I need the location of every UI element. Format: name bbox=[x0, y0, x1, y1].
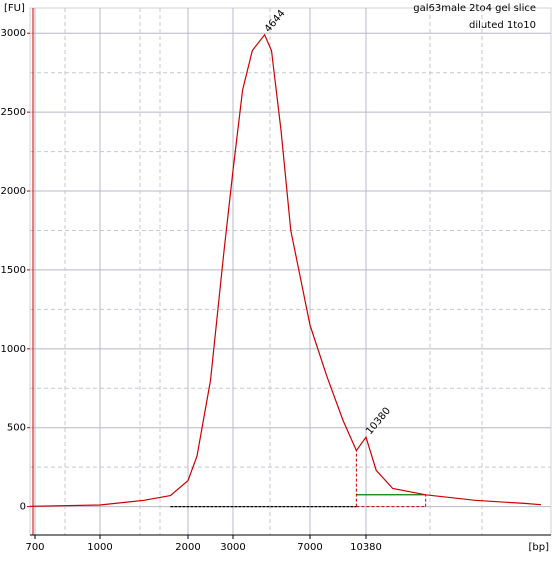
y-tick-label: 0 bbox=[20, 502, 26, 513]
data-line bbox=[29, 33, 542, 507]
y-tick-label: 3000 bbox=[1, 28, 26, 39]
y-tick-label: 2000 bbox=[1, 186, 26, 197]
y-tick-label: 2500 bbox=[1, 107, 26, 118]
x-axis-label: [bp] bbox=[529, 542, 550, 553]
x-tick-label: 1000 bbox=[87, 542, 112, 553]
chart-title: gal63male 2to4 gel slice bbox=[413, 3, 536, 14]
y-tick-label: 1000 bbox=[1, 344, 26, 355]
plot-area bbox=[29, 7, 552, 536]
x-tick-label: 700 bbox=[25, 542, 44, 553]
x-tick-label: 3000 bbox=[220, 542, 245, 553]
x-tick-label: 2000 bbox=[175, 542, 200, 553]
y-tick-label: 1500 bbox=[1, 265, 26, 276]
x-tick-label: 7000 bbox=[297, 542, 322, 553]
y-tick-label: 500 bbox=[7, 423, 26, 434]
y-axis-label: [FU] bbox=[4, 3, 25, 14]
x-tick-label: 10380 bbox=[350, 542, 382, 553]
chart-subtitle: diluted 1to10 bbox=[469, 20, 536, 31]
